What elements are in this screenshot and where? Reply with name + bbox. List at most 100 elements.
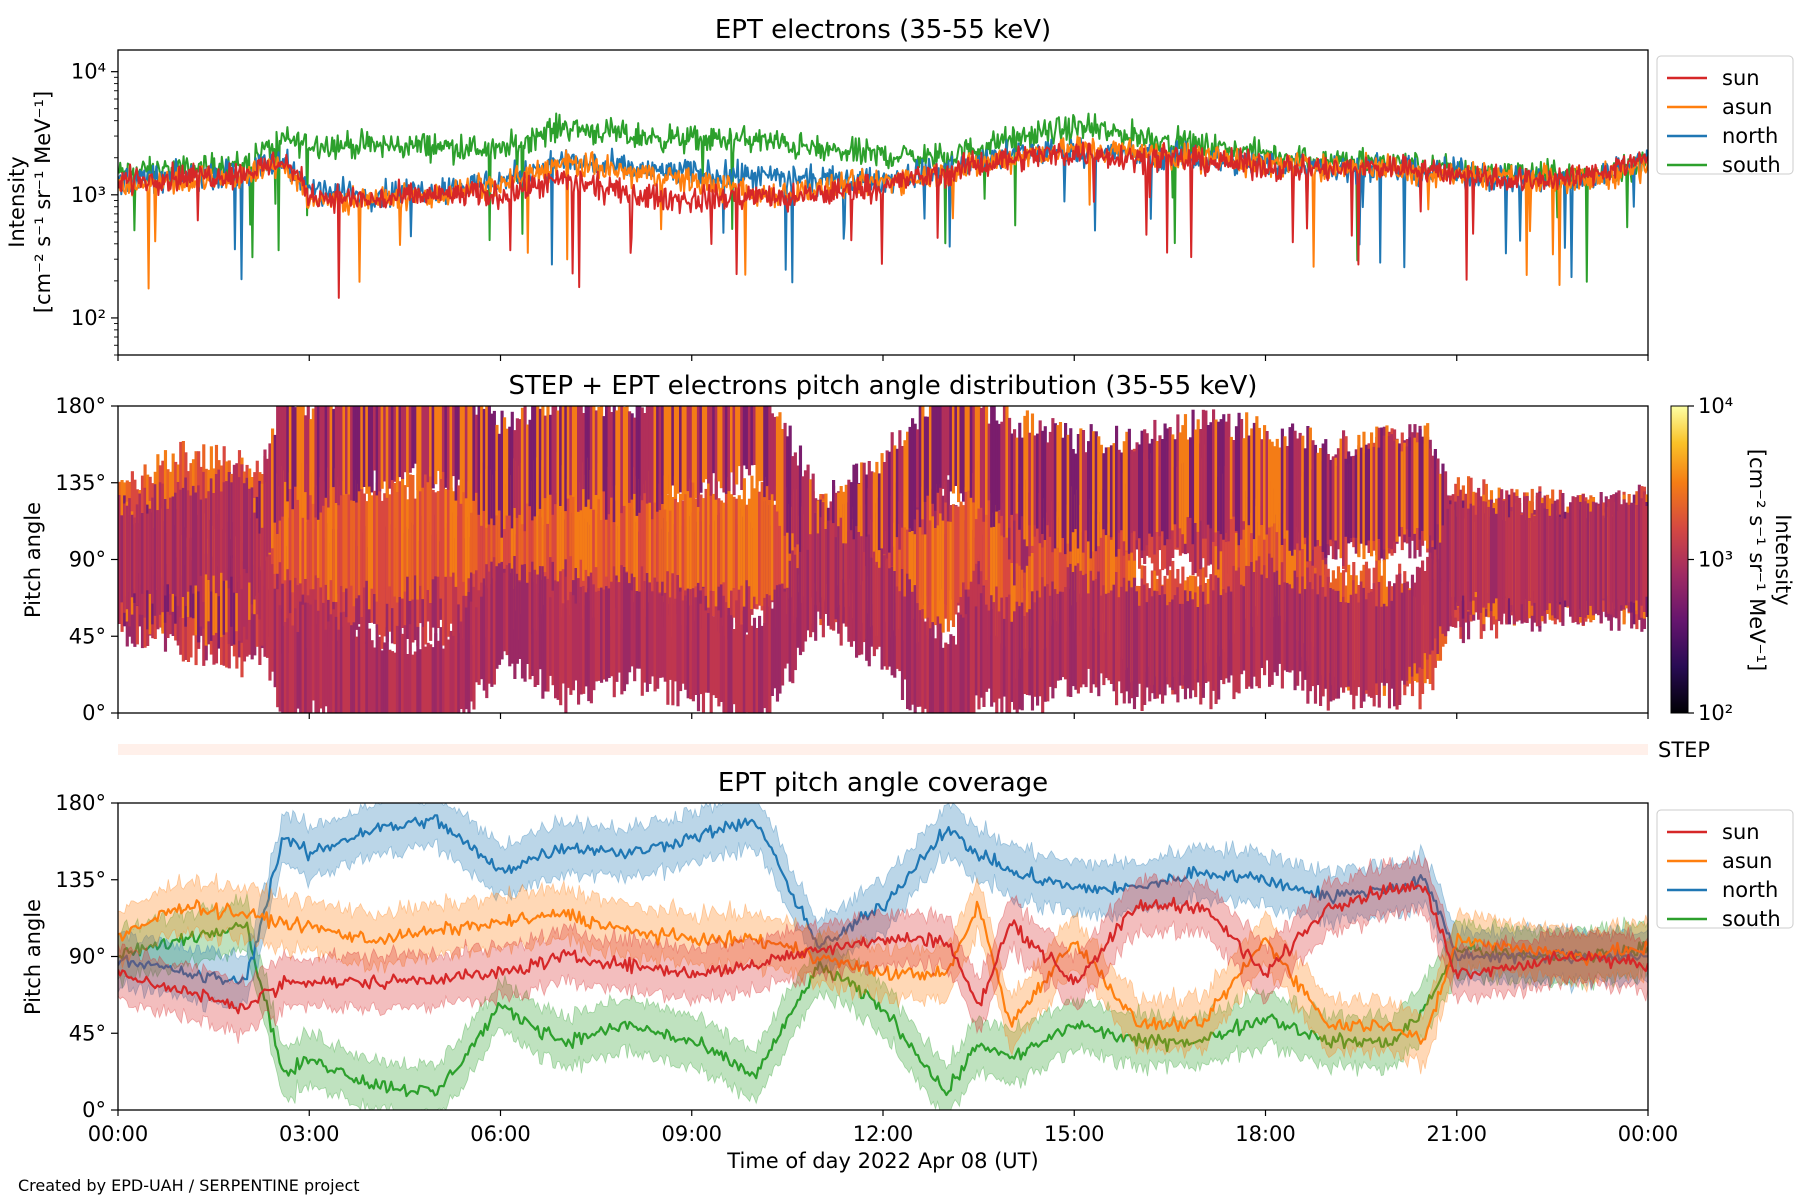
colorbar-label-line2: [cm⁻² s⁻¹ sr⁻¹ MeV⁻¹] [1745,449,1769,671]
heatmap-cell [500,410,504,538]
heatmap-cell [730,494,734,591]
heatmap-cell [355,479,359,599]
heatmap-cell [1209,574,1213,710]
heatmap-cell [304,531,308,639]
heatmap-cell [584,406,588,507]
heatmap-cell [1375,606,1379,684]
heatmap-cell [1064,497,1068,615]
legend-box [1656,55,1794,175]
heatmap-cell [1163,423,1167,546]
heatmap-cell [357,626,361,713]
heatmap-cell [1263,498,1267,593]
heatmap-cell [1127,580,1131,704]
heatmap-cell [1372,583,1376,707]
heatmap-cell [1030,413,1035,546]
heatmap-cell [546,406,550,524]
heatmap-cell [645,406,649,504]
heatmap-cell [1387,436,1392,548]
heatmap-cell [1352,580,1356,710]
heatmap-cell [977,461,981,562]
heatmap-cell [696,502,701,583]
heatmap-cell [1130,449,1134,533]
heatmap-cell [559,578,563,706]
heatmap-cell [406,654,410,713]
heatmap-cell [803,470,808,571]
heatmap-cell [418,406,423,492]
heatmap-cell [1168,602,1172,688]
heatmap-cell [791,550,795,684]
heatmap-cell [1270,441,1274,527]
heatmap-cell [1008,417,1012,528]
heatmap-cell [469,406,474,513]
heatmap-cell [327,467,331,600]
heatmap-cell [383,406,387,482]
heatmap-cell [424,468,428,603]
y-tick-label: 10⁴ [71,60,106,84]
heatmap-cell [1010,433,1014,515]
heatmap-cell [299,601,303,713]
heatmap-cell [1023,616,1027,694]
heatmap-cell [398,627,402,713]
panel3-yaxis: 0° 45° 90° 135° 180° [55,791,118,1122]
heatmap-cell [908,426,912,529]
heatmap-cell [278,406,282,521]
heatmap-cell [531,578,535,676]
heatmap-cell [1357,434,1361,558]
heatmap-cell [1224,421,1228,533]
heatmap-cell [957,406,961,503]
heatmap-cell [696,406,701,507]
heatmap-cell [446,639,451,713]
heatmap-cell [174,492,178,597]
heatmap-cell [656,488,660,588]
heatmap-cell [454,406,458,501]
heatmap-cell [656,581,660,689]
heatmap-cell [378,636,382,713]
heatmap-cell [1620,504,1624,606]
heatmap-cell [1194,429,1198,523]
heatmap-cell [515,573,519,664]
heatmap-cell [1056,593,1060,681]
heatmap-cell [1400,451,1404,527]
heatmap-cell [375,482,379,602]
heatmap-cell [1206,603,1210,682]
heatmap-cell [393,652,397,713]
heatmap-cell [513,430,517,508]
heatmap-cell [457,515,461,643]
heatmap-cell [681,406,685,501]
heatmap-cell [1393,583,1397,707]
heatmap-cell [314,487,318,576]
heatmap-cell [299,406,303,506]
heatmap-cell [763,406,767,498]
heatmap-cell [921,406,925,520]
heatmap-cell [1222,589,1226,685]
heatmap-cell [969,473,973,582]
heatmap-cell [918,610,922,707]
heatmap-cell [719,406,723,489]
heatmap-cell [1512,492,1516,625]
heatmap-cell [651,591,655,677]
heatmap-cell [1342,596,1346,693]
heatmap-cell [311,625,315,701]
heatmap-cell [921,609,925,713]
heatmap-cell [959,614,963,713]
colorbar-tick-label: 10³ [1698,548,1733,572]
heatmap-cell [561,603,565,684]
heatmap-cell [424,646,428,713]
heatmap-cell [469,537,474,621]
heatmap-cell [587,576,591,702]
colorbar [1670,405,1689,714]
heatmap-cell [628,411,632,503]
heatmap-cell [1400,592,1404,681]
heatmap-cell [566,406,570,499]
heatmap-cell [1229,500,1233,577]
heatmap-cell [638,406,642,513]
heatmap-cell [1367,448,1371,541]
heatmap-cell [385,477,389,604]
heatmap-cell [214,474,219,594]
legend-label-south: south [1722,153,1781,177]
heatmap-cell [607,588,611,678]
heatmap-cell [350,406,354,501]
heatmap-cell [1336,448,1341,550]
heatmap-cell [1084,573,1088,688]
heatmap-cell [413,406,417,464]
